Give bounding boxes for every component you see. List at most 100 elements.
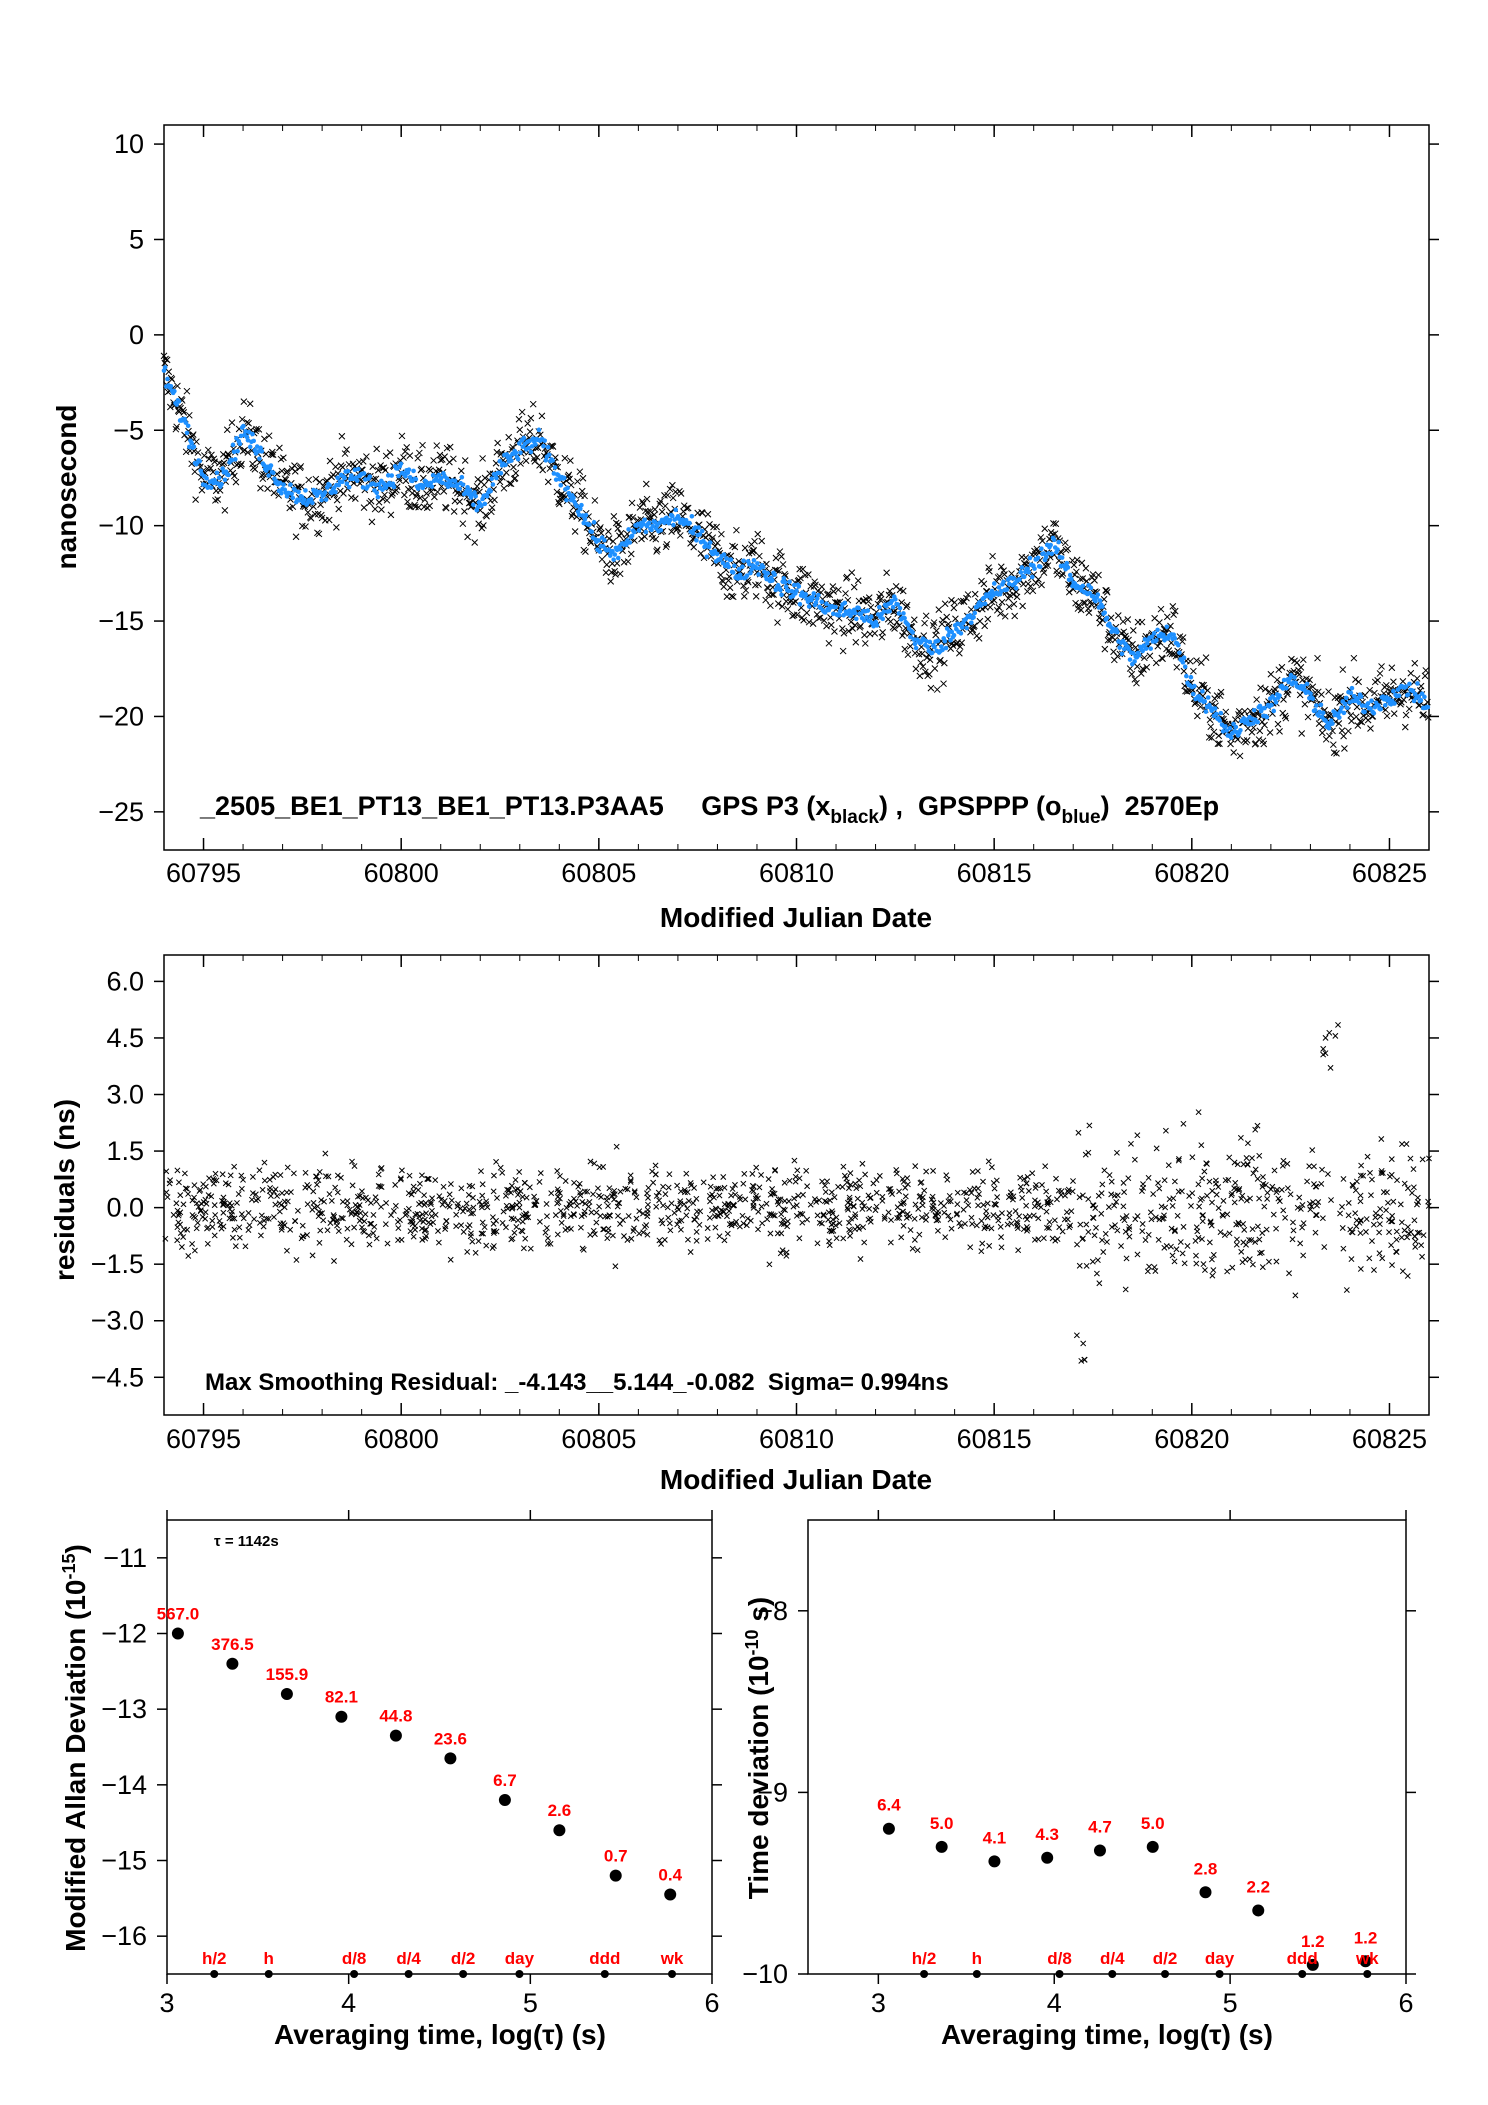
- gps-p3-point: [775, 567, 783, 575]
- gpsppp-point: [581, 520, 587, 526]
- residual-point: [1279, 1162, 1286, 1169]
- residual-point: [1312, 1212, 1319, 1218]
- gps-p3-point: [797, 574, 804, 582]
- gps-p3-point: [971, 590, 979, 598]
- gps-p3-point: [940, 659, 948, 667]
- gpsppp-point: [558, 482, 564, 488]
- residual-point: [596, 1203, 603, 1210]
- time-marker-dot: [459, 1970, 468, 1978]
- residual-point: [1311, 1181, 1317, 1188]
- gps-p3-point: [446, 443, 454, 451]
- gpsppp-point: [624, 542, 629, 548]
- gpsppp-point: [360, 485, 366, 490]
- gpsppp-point: [816, 592, 821, 598]
- residual-point: [174, 1167, 181, 1174]
- residual-point: [469, 1238, 476, 1245]
- deviation-point-label: 1.2: [1354, 1928, 1378, 1947]
- residual-point: [1339, 1225, 1346, 1231]
- residual-point: [478, 1168, 484, 1175]
- gpsppp-point: [436, 472, 442, 478]
- gps-p3-point: [1122, 632, 1129, 640]
- y-tick-label: −5: [113, 415, 144, 445]
- gps-p3-point: [372, 475, 380, 483]
- gps-p3-series: [160, 352, 1432, 760]
- residual-point: [1231, 1199, 1238, 1206]
- residual-point: [238, 1185, 245, 1192]
- residual-point: [240, 1176, 246, 1183]
- gps-p3-point: [901, 645, 909, 653]
- residual-point: [235, 1191, 242, 1197]
- residual-point: [398, 1167, 405, 1174]
- gpsppp-point: [1148, 646, 1153, 651]
- gpsppp-point: [751, 558, 757, 563]
- y-tick-label: −25: [98, 797, 144, 827]
- gps-p3-point: [1318, 691, 1325, 698]
- gps-p3-point: [728, 592, 736, 600]
- residual-point: [852, 1214, 859, 1220]
- gpsppp-point: [796, 584, 802, 589]
- gps-p3-point: [1138, 618, 1146, 626]
- gps-p3-point: [348, 494, 355, 501]
- gps-p3-point: [278, 467, 286, 475]
- gps-p3-point: [379, 495, 387, 503]
- residual-point: [707, 1198, 713, 1205]
- gpsppp-point: [589, 529, 595, 535]
- y-tick-label: 0.0: [106, 1193, 144, 1223]
- residual-point: [310, 1188, 317, 1195]
- gps-p3-point: [280, 454, 287, 462]
- residual-point: [1173, 1246, 1180, 1253]
- gpsppp-point: [806, 604, 812, 609]
- residual-point: [537, 1170, 544, 1177]
- gpsppp-point: [1292, 675, 1297, 680]
- gpsppp-point: [1192, 683, 1197, 689]
- residual-point: [1156, 1185, 1163, 1192]
- gps-p3-point: [1169, 602, 1177, 610]
- gps-p3-point: [644, 508, 652, 515]
- gpsppp-point: [1415, 681, 1420, 686]
- gpsppp-point: [1143, 646, 1149, 651]
- residual-point: [412, 1226, 419, 1233]
- residual-point: [759, 1220, 766, 1227]
- gpsppp-point: [288, 482, 293, 487]
- residual-point: [946, 1192, 953, 1199]
- residual-point: [1296, 1194, 1303, 1201]
- residual-point: [410, 1233, 417, 1240]
- gps-p3-point: [411, 501, 418, 509]
- gps-p3-point: [729, 593, 737, 601]
- gpsppp-point: [1051, 537, 1057, 543]
- gpsppp-point: [576, 512, 582, 518]
- gpsppp-point: [220, 466, 225, 471]
- residual-point: [274, 1193, 281, 1199]
- residual-point: [784, 1223, 791, 1230]
- gpsppp-point: [513, 450, 519, 456]
- gpsppp-point: [208, 485, 214, 490]
- gpsppp-point: [1056, 539, 1061, 545]
- gps-p3-point: [684, 504, 692, 512]
- residual-point: [514, 1191, 521, 1198]
- residual-point: [990, 1179, 997, 1186]
- gps-p3-point: [651, 506, 659, 513]
- residual-point: [707, 1183, 714, 1190]
- gpsppp-point: [244, 434, 250, 440]
- gps-p3-point: [435, 466, 443, 474]
- gpsppp-point: [176, 399, 182, 404]
- gps-p3-point: [1341, 745, 1348, 752]
- residual-point: [1126, 1233, 1133, 1240]
- gps-p3-point: [241, 446, 248, 454]
- gps-p3-point: [1297, 664, 1305, 671]
- x-tick-label: 4: [1047, 1988, 1062, 2018]
- gps-p3-point: [255, 426, 263, 433]
- residual-point: [1170, 1195, 1177, 1202]
- residual-point: [1101, 1167, 1108, 1174]
- gps-p3-point: [1168, 650, 1176, 658]
- gps-p3-point: [1119, 618, 1127, 625]
- gps-p3-point: [604, 528, 612, 535]
- gpsppp-point: [185, 423, 191, 429]
- residual-point: [1134, 1132, 1141, 1139]
- gpsppp-point: [641, 521, 646, 527]
- gps-p3-point: [576, 468, 584, 476]
- gps-p3-point: [1216, 740, 1223, 748]
- residual-point: [174, 1237, 181, 1244]
- gpsppp-point: [901, 611, 906, 616]
- residual-point: [272, 1186, 279, 1193]
